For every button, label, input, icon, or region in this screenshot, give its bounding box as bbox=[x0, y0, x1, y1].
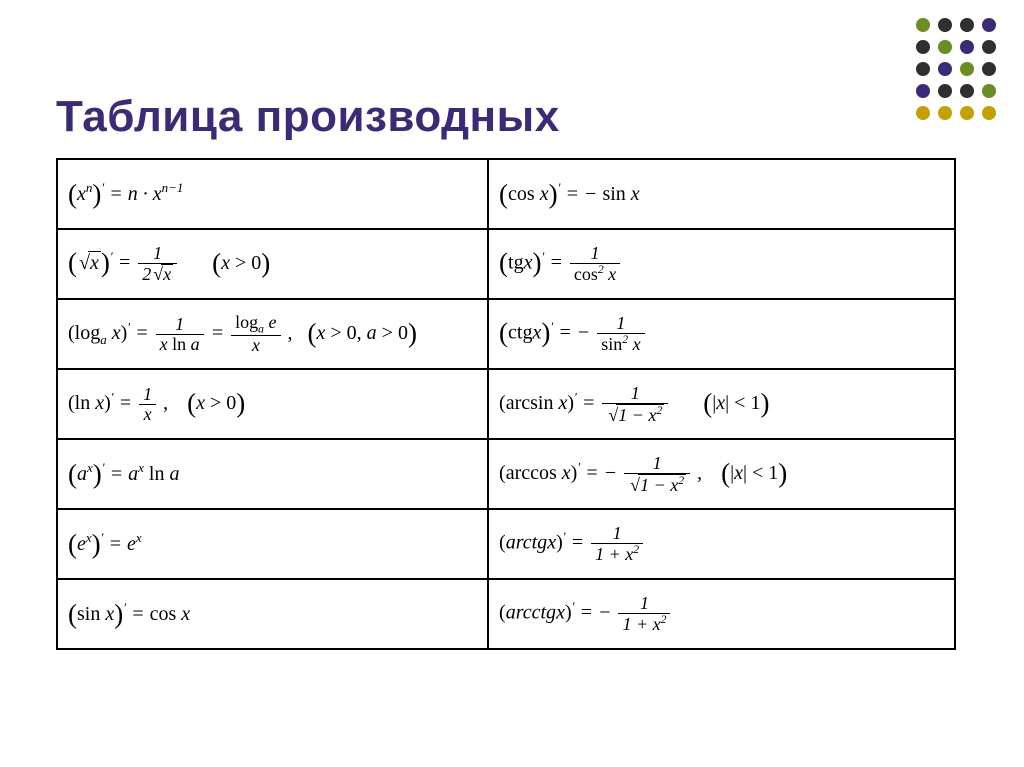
table-row: (x)′ = 12x (x > 0) (tgx)′ = 1cos2 x bbox=[57, 229, 955, 299]
decor-dot bbox=[982, 40, 996, 54]
decor-dot bbox=[960, 84, 974, 98]
decor-dot bbox=[916, 40, 930, 54]
decor-dot bbox=[960, 40, 974, 54]
formula-cell: (ax)′ = ax ln a bbox=[57, 439, 488, 509]
decor-dot bbox=[938, 62, 952, 76]
formula-cell: (arcsin x)′ = 11 − x2 (|x| < 1) bbox=[488, 369, 955, 439]
table-row: (xn)′ = n · xn−1 (cos x)′ = − sin x bbox=[57, 159, 955, 229]
table-row: (loga x)′ = 1x ln a = loga ex , (x > 0, … bbox=[57, 299, 955, 369]
formula-cell: (ln x)′ = 1x , (x > 0) bbox=[57, 369, 488, 439]
formula-cell: (sin x)′ = cos x bbox=[57, 579, 488, 649]
formula-cell: (arcctgx)′ = − 11 + x2 bbox=[488, 579, 955, 649]
decor-dot bbox=[982, 84, 996, 98]
table-row: (ax)′ = ax ln a (arccos x)′ = − 11 − x2 … bbox=[57, 439, 955, 509]
page-title: Таблица производных bbox=[56, 92, 560, 142]
decor-dot bbox=[982, 62, 996, 76]
decor-dot bbox=[960, 106, 974, 120]
decor-dot bbox=[916, 84, 930, 98]
decor-dot bbox=[960, 18, 974, 32]
formula-cell: (cos x)′ = − sin x bbox=[488, 159, 955, 229]
formula-cell: (arctgx)′ = 11 + x2 bbox=[488, 509, 955, 579]
formula-cell: (arccos x)′ = − 11 − x2 , (|x| < 1) bbox=[488, 439, 955, 509]
derivatives-table: (xn)′ = n · xn−1 (cos x)′ = − sin x (x)′… bbox=[56, 158, 956, 650]
decor-dot bbox=[916, 62, 930, 76]
table-row: (sin x)′ = cos x (arcctgx)′ = − 11 + x2 bbox=[57, 579, 955, 649]
decorative-dot-grid bbox=[912, 14, 1000, 124]
decor-dot bbox=[938, 40, 952, 54]
decor-dot bbox=[938, 106, 952, 120]
slide: Таблица производных (xn)′ = n · xn−1 (co… bbox=[0, 0, 1024, 767]
formula-cell: (tgx)′ = 1cos2 x bbox=[488, 229, 955, 299]
formula-cell: (loga x)′ = 1x ln a = loga ex , (x > 0, … bbox=[57, 299, 488, 369]
decor-dot bbox=[916, 18, 930, 32]
decor-dot bbox=[938, 18, 952, 32]
table-row: (ex)′ = ex (arctgx)′ = 11 + x2 bbox=[57, 509, 955, 579]
decor-dot bbox=[982, 106, 996, 120]
formula-cell: (x)′ = 12x (x > 0) bbox=[57, 229, 488, 299]
decor-dot bbox=[938, 84, 952, 98]
formula-cell: (ex)′ = ex bbox=[57, 509, 488, 579]
table-row: (ln x)′ = 1x , (x > 0) (arcsin x)′ = 11 … bbox=[57, 369, 955, 439]
decor-dot bbox=[960, 62, 974, 76]
decor-dot bbox=[982, 18, 996, 32]
formula-cell: (xn)′ = n · xn−1 bbox=[57, 159, 488, 229]
decor-dot bbox=[916, 106, 930, 120]
formula-cell: (ctgx)′ = − 1sin2 x bbox=[488, 299, 955, 369]
